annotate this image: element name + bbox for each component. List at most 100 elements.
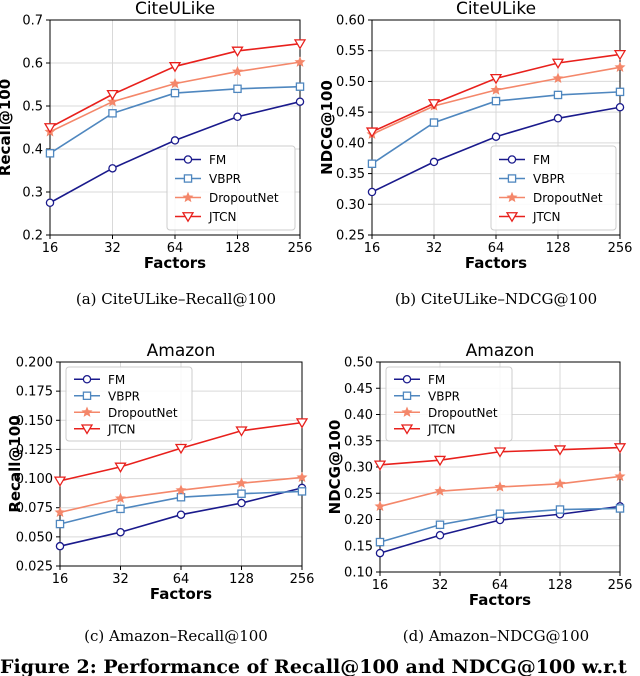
data-point-vbpr bbox=[375, 537, 385, 547]
x-tick-label: 16 bbox=[364, 241, 381, 256]
y-tick-label: 0.6 bbox=[22, 57, 43, 72]
legend-marker-fm bbox=[507, 155, 517, 164]
data-point-vbpr bbox=[555, 505, 565, 514]
legend-label-jtcn: JTCN bbox=[532, 210, 561, 224]
data-point-dropoutnet bbox=[175, 484, 187, 495]
data-point-jtcn bbox=[433, 455, 447, 467]
data-point-dropoutnet bbox=[614, 470, 626, 482]
legend-marker-vbpr bbox=[183, 174, 193, 183]
data-point-jtcn bbox=[114, 462, 127, 473]
data-point-jtcn bbox=[53, 476, 67, 487]
y-tick-label: 0.25 bbox=[336, 229, 365, 244]
data-point-jtcn bbox=[553, 445, 567, 456]
x-tick-label: 128 bbox=[548, 578, 573, 593]
series-vbpr bbox=[45, 82, 305, 158]
y-tick-label: 0.7 bbox=[22, 14, 43, 29]
x-axis-label: Factors bbox=[150, 585, 212, 603]
data-point-vbpr bbox=[615, 504, 625, 513]
data-point-fm bbox=[429, 157, 439, 167]
x-tick-label: 32 bbox=[432, 578, 449, 593]
data-point-jtcn bbox=[551, 58, 565, 70]
y-axis-label: NDCG@100 bbox=[326, 420, 344, 515]
y-tick-label: 0.60 bbox=[336, 14, 365, 29]
chart-title: CiteULike bbox=[135, 0, 215, 19]
legend-label-fm: FM bbox=[533, 153, 550, 167]
x-axis-label: Factors bbox=[465, 254, 527, 272]
data-point-fm bbox=[108, 164, 117, 173]
subfigure-caption: (b) CiteULike–NDCG@100 bbox=[395, 290, 597, 308]
legend-marker-fm bbox=[402, 374, 412, 384]
chart-title: Amazon bbox=[466, 341, 535, 361]
data-point-fm bbox=[55, 541, 65, 551]
legend-label-dropoutnet: DropoutNet bbox=[108, 406, 178, 420]
x-tick-label: 128 bbox=[225, 241, 250, 256]
y-tick-label: 0.2 bbox=[22, 229, 43, 244]
x-tick-label: 64 bbox=[167, 241, 184, 256]
y-tick-label: 0.25 bbox=[344, 487, 373, 502]
x-tick-label: 16 bbox=[52, 572, 69, 587]
y-tick-label: 0.30 bbox=[336, 198, 365, 213]
data-point-jtcn bbox=[168, 62, 182, 73]
y-tick-label: 0.175 bbox=[16, 385, 53, 400]
y-tick-label: 0.35 bbox=[344, 434, 373, 449]
data-point-vbpr bbox=[237, 489, 246, 498]
legend-marker-fm bbox=[183, 155, 193, 164]
y-tick-label: 0.45 bbox=[336, 106, 365, 121]
y-axis-label: NDCG@100 bbox=[318, 80, 336, 175]
chart-citeulike-recall: 0.2 0.3 0.4 0.5 0.6 0.7 16 32 64 128 256 CiteULike F… bbox=[0, 0, 312, 308]
data-point-dropoutnet bbox=[235, 477, 248, 488]
data-point-vbpr bbox=[170, 88, 180, 98]
series-fm bbox=[367, 102, 625, 197]
y-tick-label: 0.125 bbox=[16, 443, 53, 458]
legend-box bbox=[490, 145, 617, 231]
legend-box bbox=[166, 145, 296, 231]
legend-label-dropoutnet: DropoutNet bbox=[428, 406, 498, 420]
y-tick-label: 0.075 bbox=[16, 501, 53, 516]
series-vbpr bbox=[375, 504, 625, 547]
legend: FM VBPR DropoutNet JTCN bbox=[65, 366, 193, 442]
legend-marker-jtcn bbox=[505, 212, 519, 223]
data-point-jtcn bbox=[235, 426, 248, 437]
data-point-dropoutnet bbox=[296, 471, 308, 483]
y-tick-label: 0.050 bbox=[16, 530, 53, 545]
data-point-jtcn bbox=[373, 460, 387, 471]
x-tick-label: 64 bbox=[492, 578, 509, 593]
data-point-dropoutnet bbox=[169, 77, 181, 89]
legend: FM VBPR DropoutNet JTCN bbox=[490, 145, 617, 231]
data-point-vbpr bbox=[108, 109, 117, 118]
y-tick-label: 0.10 bbox=[344, 566, 373, 581]
x-tick-label: 32 bbox=[112, 572, 129, 587]
data-point-fm bbox=[491, 132, 501, 141]
y-tick-label: 0.50 bbox=[336, 75, 365, 90]
legend-label-fm: FM bbox=[108, 373, 125, 387]
series-vbpr bbox=[55, 487, 307, 529]
data-point-dropoutnet bbox=[294, 56, 306, 67]
data-point-jtcn bbox=[427, 99, 441, 110]
data-point-vbpr bbox=[435, 520, 445, 530]
y-tick-label: 0.40 bbox=[336, 136, 365, 151]
y-tick-label: 0.15 bbox=[344, 539, 373, 554]
legend-marker-jtcn bbox=[400, 424, 414, 435]
data-point-vbpr bbox=[55, 519, 65, 529]
y-tick-label: 0.20 bbox=[344, 513, 373, 528]
data-point-dropoutnet bbox=[490, 84, 502, 95]
y-tick-label: 0.55 bbox=[336, 44, 365, 59]
legend-label-vbpr: VBPR bbox=[209, 172, 241, 186]
series-jtcn bbox=[373, 443, 627, 471]
series-jtcn bbox=[365, 50, 627, 138]
x-tick-label: 128 bbox=[546, 241, 571, 256]
legend-box bbox=[385, 366, 513, 442]
data-point-dropoutnet bbox=[114, 492, 127, 504]
x-tick-label: 256 bbox=[608, 578, 633, 593]
series-jtcn bbox=[43, 39, 307, 134]
data-point-fm bbox=[116, 527, 125, 537]
data-point-dropoutnet bbox=[106, 95, 119, 107]
chart-amazon-ndcg: 0.10 0.15 0.20 0.25 0.30 0.35 0.40 0.45 0.50 16 32… bbox=[326, 341, 632, 645]
data-point-vbpr bbox=[233, 84, 242, 94]
legend: FM VBPR DropoutNet JTCN bbox=[385, 366, 513, 442]
data-point-dropoutnet bbox=[434, 485, 446, 496]
data-point-fm bbox=[367, 187, 377, 197]
legend-marker-dropoutnet bbox=[506, 191, 518, 203]
subfigure-caption: (a) CiteULike–Recall@100 bbox=[76, 290, 276, 308]
